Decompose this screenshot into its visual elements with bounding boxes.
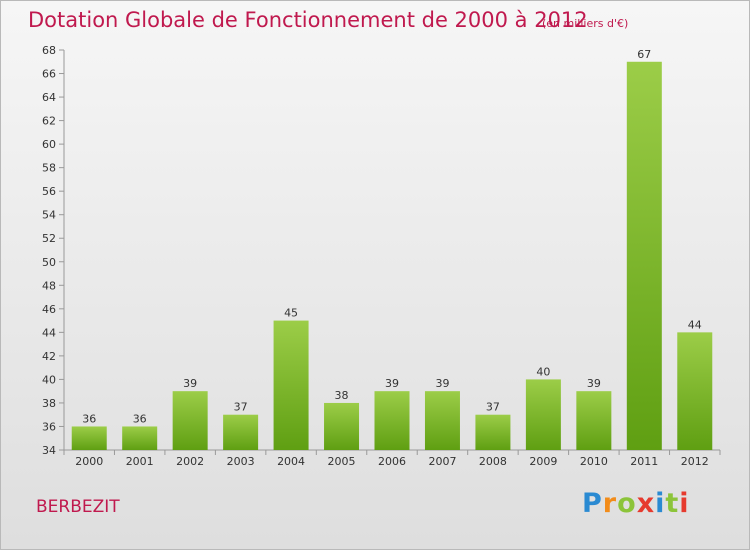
y-tick-label: 46 <box>42 303 56 316</box>
y-tick-label: 58 <box>42 162 56 175</box>
x-tick-label-2002: 2002 <box>176 455 204 468</box>
value-label-2006: 39 <box>385 377 399 390</box>
logo-letter: i <box>655 488 666 519</box>
y-tick-label: 54 <box>42 209 56 222</box>
x-tick-label-2012: 2012 <box>681 455 709 468</box>
y-tick-label: 42 <box>42 350 56 363</box>
value-label-2002: 39 <box>183 377 197 390</box>
commune-name: BERBEZIT <box>36 497 120 517</box>
bar-2012 <box>677 332 713 450</box>
bar-2010 <box>576 391 612 450</box>
x-tick-label-2003: 2003 <box>227 455 255 468</box>
bar-2005 <box>324 402 360 450</box>
x-tick-label-2008: 2008 <box>479 455 507 468</box>
x-tick-label-2000: 2000 <box>75 455 103 468</box>
value-label-2004: 45 <box>284 307 298 320</box>
value-label-2008: 37 <box>486 401 500 414</box>
logo-letter: x <box>636 488 656 519</box>
bar-2006 <box>374 391 410 450</box>
value-label-2003: 37 <box>234 401 248 414</box>
logo-letter: P <box>582 488 603 519</box>
bar-2001 <box>122 426 158 450</box>
y-tick-label: 34 <box>42 444 56 457</box>
bar-2002 <box>172 391 208 450</box>
value-label-2005: 38 <box>335 389 349 402</box>
bar-2011 <box>626 61 662 450</box>
proxiti-logo[interactable]: Proxiti <box>582 488 690 519</box>
y-tick-label: 66 <box>42 68 56 81</box>
logo-letter: o <box>617 488 637 519</box>
x-tick-label-2007: 2007 <box>428 455 456 468</box>
value-label-2011: 67 <box>637 48 651 61</box>
y-tick-label: 52 <box>42 232 56 245</box>
y-tick-label: 44 <box>42 326 56 339</box>
bar-2003 <box>223 414 259 450</box>
x-tick-label-2011: 2011 <box>630 455 658 468</box>
y-tick-label: 62 <box>42 115 56 128</box>
y-tick-label: 60 <box>42 138 56 151</box>
logo-letter: t <box>665 488 680 519</box>
x-tick-label-2001: 2001 <box>126 455 154 468</box>
bar-2004 <box>273 320 309 450</box>
value-label-2009: 40 <box>536 365 550 378</box>
x-tick-label-2006: 2006 <box>378 455 406 468</box>
chart-title: Dotation Globale de Fonctionnement de 20… <box>28 8 588 32</box>
y-tick-label: 68 <box>42 44 56 57</box>
y-tick-label: 48 <box>42 279 56 292</box>
y-tick-label: 36 <box>42 420 56 433</box>
logo-letter: i <box>679 488 690 519</box>
bar-2009 <box>525 379 561 450</box>
bar-2007 <box>424 391 460 450</box>
x-tick-label-2009: 2009 <box>529 455 557 468</box>
x-tick-label-2010: 2010 <box>580 455 608 468</box>
value-label-2012: 44 <box>688 318 702 331</box>
x-tick-label-2005: 2005 <box>328 455 356 468</box>
x-tick-label-2004: 2004 <box>277 455 305 468</box>
y-tick-label: 38 <box>42 397 56 410</box>
bar-2008 <box>475 414 511 450</box>
value-label-2000: 36 <box>82 412 96 425</box>
value-label-2010: 39 <box>587 377 601 390</box>
y-tick-label: 64 <box>42 91 56 104</box>
y-tick-label: 40 <box>42 373 56 386</box>
value-label-2007: 39 <box>435 377 449 390</box>
value-label-2001: 36 <box>133 412 147 425</box>
chart-subtitle: (en milliers d'€) <box>542 17 629 30</box>
bar-2000 <box>71 426 107 450</box>
logo-letter: r <box>602 488 618 519</box>
y-tick-label: 56 <box>42 185 56 198</box>
y-tick-label: 50 <box>42 256 56 269</box>
